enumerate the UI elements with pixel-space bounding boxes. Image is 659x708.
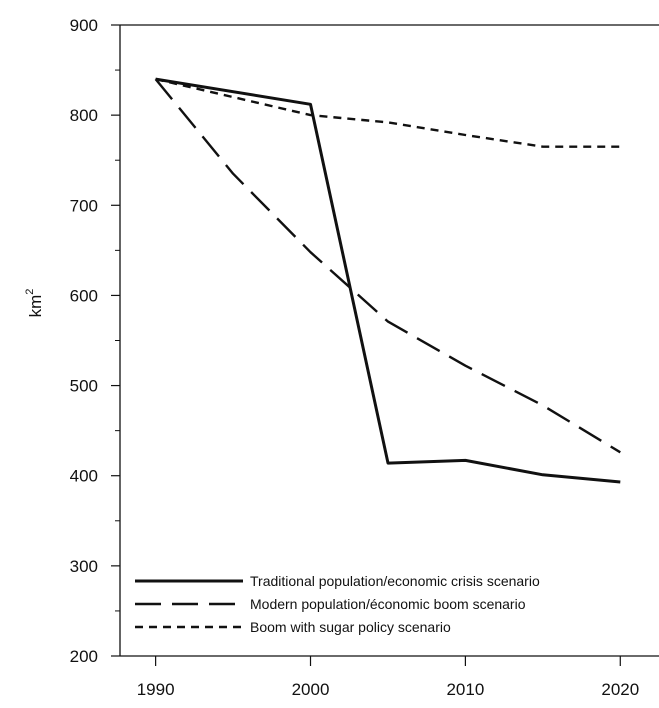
- x-tick-label: 2020: [601, 680, 639, 699]
- y-tick-label: 700: [70, 196, 98, 215]
- y-axis-title: km2: [24, 289, 45, 318]
- legend-label-1: Traditional population/economic crisis s…: [250, 573, 540, 589]
- series-line-1: [155, 77, 621, 484]
- x-tick-label: 2010: [446, 680, 484, 699]
- y-tick-label: 400: [70, 467, 98, 486]
- y-axis: 200 300 400 500 600 700 800 900: [70, 16, 120, 666]
- series-line-3: [155, 77, 621, 148]
- x-tick-label: 2000: [292, 680, 330, 699]
- series-layer: [154, 77, 621, 484]
- y-axis-title-main: km: [26, 295, 45, 318]
- x-axis: 1990 2000 2010 2020: [137, 656, 639, 699]
- y-tick-label: 300: [70, 557, 98, 576]
- x-tick-label: 1990: [137, 680, 175, 699]
- y-tick-label: 800: [70, 106, 98, 125]
- legend-label-3: Boom with sugar policy scenario: [250, 619, 451, 635]
- plot-frame: [119, 24, 659, 657]
- y-tick-label: 200: [70, 647, 98, 666]
- y-tick-label: 900: [70, 16, 98, 35]
- y-tick-label: 600: [70, 286, 98, 305]
- series-line-2: [154, 78, 621, 454]
- legend: Traditional population/economic crisis s…: [135, 573, 540, 635]
- legend-label-2: Modern population/économic boom scenario: [250, 596, 526, 612]
- y-tick-label: 500: [70, 377, 98, 396]
- y-axis-title-superscript: 2: [24, 289, 36, 295]
